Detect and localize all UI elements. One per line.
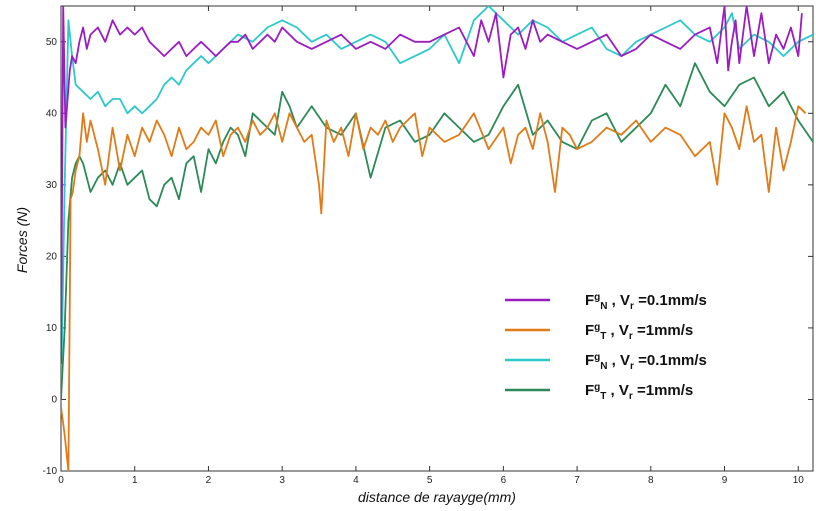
y-tick-label: -10 [43, 466, 58, 477]
plot-area [60, 5, 814, 472]
x-tick-label: 4 [353, 475, 359, 486]
series-line-1 [61, 105, 807, 471]
series-line-0 [61, 6, 803, 364]
y-axis-label: Forces (N) [14, 207, 30, 273]
x-tick-label: 3 [279, 475, 285, 486]
x-tick-label: 0 [58, 475, 64, 486]
x-axis: 0 1 2 3 4 5 6 7 8 9 10 [58, 6, 804, 486]
x-tick-label: 1 [132, 475, 138, 486]
x-axis-label: distance de rayayge(mm) [358, 489, 516, 505]
x-tick-label: 2 [206, 475, 212, 486]
x-tick-label: 7 [574, 475, 580, 486]
x-tick-label: 6 [501, 475, 507, 486]
y-tick-label: 50 [46, 37, 58, 48]
legend-label: FgN , Vr =0.1mm/s [585, 352, 707, 372]
series-layer [61, 6, 813, 471]
series-line-2 [61, 6, 813, 400]
y-tick-label: 10 [46, 323, 58, 334]
y-tick-label: 30 [46, 180, 58, 191]
y-tick-label: 0 [51, 394, 57, 405]
legend-label: FgN , Vr =0.1mm/s [585, 292, 707, 312]
y-tick-label: 20 [46, 251, 58, 262]
legend: FgN , Vr =0.1mm/s FgT , Vr =1mm/s FgN , Vr… [505, 292, 707, 402]
x-tick-label: 8 [648, 475, 654, 486]
legend-label: FgT , Vr =1mm/s [585, 322, 693, 342]
x-tick-label: 10 [793, 475, 805, 486]
x-tick-label: 5 [427, 475, 433, 486]
x-tick-label: 9 [722, 475, 728, 486]
y-tick-label: 40 [46, 108, 58, 119]
legend-label: FgT , Vr =1mm/s [585, 382, 693, 402]
